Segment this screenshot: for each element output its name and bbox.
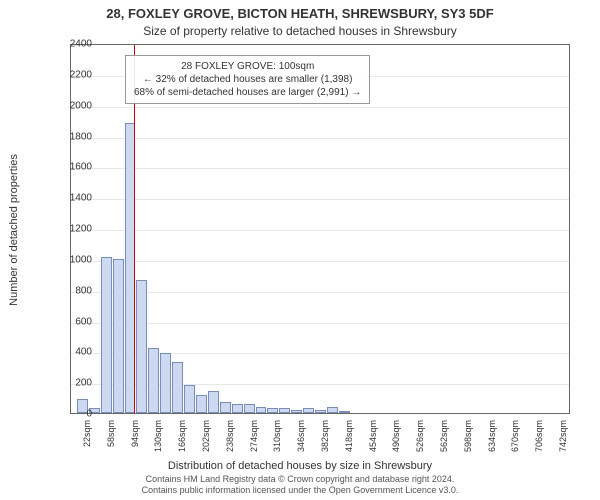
y-axis-label: Number of detached properties [8, 154, 20, 306]
x-tick-label: 634sqm [487, 420, 497, 460]
histogram-bar [327, 407, 338, 413]
x-tick-label: 742sqm [558, 420, 568, 460]
x-tick-label: 238sqm [225, 420, 235, 460]
y-tick-label: 400 [32, 347, 92, 358]
y-tick-label: 800 [32, 285, 92, 296]
histogram-bar [101, 257, 112, 413]
footer-line2: Contains public information licensed und… [0, 485, 600, 496]
histogram-bar [136, 280, 147, 413]
y-tick-label: 600 [32, 316, 92, 327]
x-axis-label: Distribution of detached houses by size … [0, 460, 600, 472]
y-tick-label: 200 [32, 378, 92, 389]
x-tick-label: 22sqm [82, 420, 92, 460]
plot-area: 28 FOXLEY GROVE: 100sqm← 32% of detached… [70, 44, 570, 414]
histogram-bar [184, 385, 195, 413]
histogram-bar [208, 391, 219, 413]
y-tick-label: 1400 [32, 193, 92, 204]
chart-title: 28, FOXLEY GROVE, BICTON HEATH, SHREWSBU… [0, 6, 600, 21]
x-tick-label: 418sqm [344, 420, 354, 460]
annot-line3: 68% of semi-detached houses are larger (… [134, 86, 361, 99]
y-tick-label: 1600 [32, 162, 92, 173]
x-tick-label: 58sqm [106, 420, 116, 460]
histogram-bar [303, 408, 314, 413]
y-tick-label: 1800 [32, 131, 92, 142]
histogram-bar [315, 410, 326, 413]
x-tick-label: 490sqm [391, 420, 401, 460]
x-tick-label: 598sqm [463, 420, 473, 460]
x-tick-label: 526sqm [415, 420, 425, 460]
histogram-bar [232, 404, 243, 413]
x-tick-label: 130sqm [153, 420, 163, 460]
chart-subtitle: Size of property relative to detached ho… [0, 24, 600, 38]
histogram-bar [291, 410, 302, 413]
y-tick-label: 2000 [32, 100, 92, 111]
x-tick-label: 166sqm [177, 420, 187, 460]
annot-line2: ← 32% of detached houses are smaller (1,… [134, 73, 361, 86]
x-tick-label: 706sqm [534, 420, 544, 460]
annotation-box: 28 FOXLEY GROVE: 100sqm← 32% of detached… [125, 55, 370, 104]
gridline [71, 138, 569, 139]
y-tick-label: 2200 [32, 69, 92, 80]
y-tick-label: 0 [32, 409, 92, 420]
footer-attribution: Contains HM Land Registry data © Crown c… [0, 474, 600, 496]
histogram-bar [339, 411, 350, 413]
histogram-bar [267, 408, 278, 413]
footer-line1: Contains HM Land Registry data © Crown c… [0, 474, 600, 485]
histogram-bar [113, 259, 124, 413]
x-tick-label: 202sqm [201, 420, 211, 460]
x-tick-label: 670sqm [510, 420, 520, 460]
x-tick-label: 562sqm [439, 420, 449, 460]
histogram-bar [220, 402, 231, 413]
histogram-bar [160, 353, 171, 413]
x-tick-label: 382sqm [320, 420, 330, 460]
histogram-bar [148, 348, 159, 413]
histogram-bar [244, 404, 255, 413]
gridline [71, 230, 569, 231]
gridline [71, 107, 569, 108]
gridline [71, 261, 569, 262]
annot-line1: 28 FOXLEY GROVE: 100sqm [134, 60, 361, 73]
x-tick-label: 274sqm [249, 420, 259, 460]
x-tick-label: 310sqm [272, 420, 282, 460]
gridline [71, 168, 569, 169]
x-tick-label: 346sqm [296, 420, 306, 460]
y-tick-label: 1200 [32, 224, 92, 235]
histogram-bar [172, 362, 183, 413]
gridline [71, 199, 569, 200]
histogram-bar [196, 395, 207, 414]
histogram-bar [256, 407, 267, 413]
y-tick-label: 1000 [32, 254, 92, 265]
x-tick-label: 94sqm [130, 420, 140, 460]
histogram-bar [279, 408, 290, 413]
y-tick-label: 2400 [32, 39, 92, 50]
x-tick-label: 454sqm [368, 420, 378, 460]
